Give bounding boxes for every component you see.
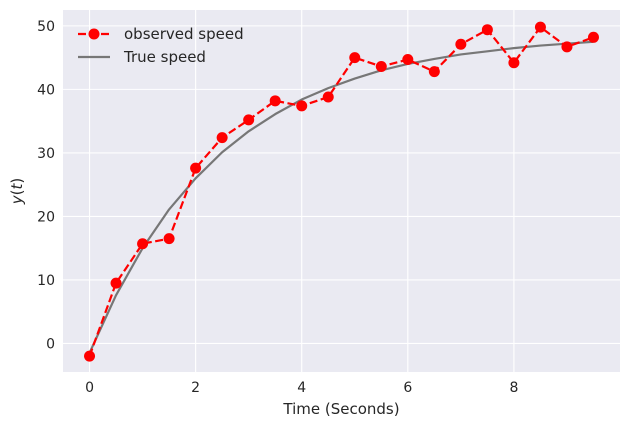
y-tick-label: 50 [37,19,55,35]
observed-speed-point [402,54,414,66]
observed-speed-point [84,350,96,362]
observed-speed-point [243,114,255,126]
x-tick-label: 0 [85,380,94,396]
observed-speed-point [216,132,228,144]
plot-background [63,10,620,372]
y-tick-label: 10 [37,273,55,289]
observed-speed-point [375,61,387,73]
x-tick-label: 8 [509,380,518,396]
legend: observed speed True speed [78,25,244,66]
observed-speed-point [561,41,573,53]
x-tick-label: 6 [403,380,412,396]
observed-speed-point [349,52,361,64]
y-tick-label: 0 [46,336,55,352]
y-axis-label: y(t) [8,178,26,206]
y-tick-label: 40 [37,82,55,98]
y-tick-label: 30 [37,146,55,162]
observed-speed-point [322,91,334,103]
observed-speed-line [88,26,594,357]
observed-speed-point [455,38,467,50]
observed-speed-point [269,95,281,107]
observed-speed-point [137,238,149,250]
y-tick-label: 20 [37,209,55,225]
observed-speed-point [481,24,493,36]
x-axis-label: Time (Seconds) [282,400,399,418]
observed-speed-point [508,57,520,69]
legend-marker [88,28,100,40]
series-layer [84,21,599,362]
observed-speed-point [534,21,546,33]
observed-speed-point [428,66,440,78]
grid-lines [63,10,620,372]
observed-speed-point [296,100,308,112]
observed-speed-point [163,233,175,245]
observed-speed-point [190,162,202,174]
x-tick-label: 2 [191,380,200,396]
tick-labels: 0 2 4 6 8 0 10 20 30 40 50 [37,19,518,396]
legend-entry-label: observed speed [124,25,244,43]
observed-speed-point [110,277,122,289]
true-speed-line [88,40,594,354]
x-tick-label: 4 [297,380,306,396]
legend-entry-label: True speed [123,48,206,66]
observed-speed-point [587,31,599,43]
